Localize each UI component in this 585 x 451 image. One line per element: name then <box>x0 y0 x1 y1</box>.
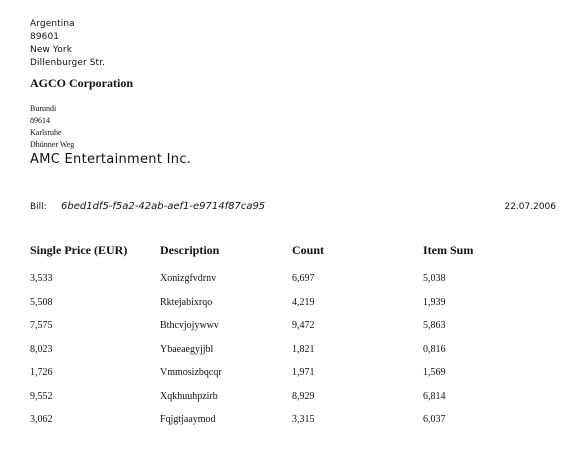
cell-item-sum: 0,816 <box>423 343 446 355</box>
cell-description: Fqjgtjaaymod <box>160 414 216 425</box>
bill-label: Bill: <box>30 202 47 212</box>
bill-id: 6bed1df5-f5a2-42ab-aef1-e9714f87ca95 <box>61 201 266 212</box>
cell-count: 8,929 <box>292 390 315 402</box>
cell-single-price: 3,533 <box>30 273 53 284</box>
recipient-street: Dhünner Weg <box>30 140 75 149</box>
recipient-zip: 89614 <box>30 116 50 125</box>
sender-street: Dillenburger Str. <box>30 58 106 68</box>
sender-city: New York <box>30 45 73 55</box>
cell-single-price: 1,726 <box>30 367 53 378</box>
cell-single-price: 7,575 <box>30 320 53 331</box>
header-description: Description <box>160 243 220 257</box>
header-single-price: Single Price (EUR) <box>30 243 128 257</box>
cell-item-sum: 5,038 <box>423 273 446 284</box>
cell-count: 1,971 <box>292 367 315 378</box>
sender-country: Argentina <box>30 19 75 29</box>
cell-item-sum: 1,939 <box>423 296 446 308</box>
cell-single-price: 8,023 <box>30 343 53 355</box>
cell-count: 3,315 <box>292 414 315 425</box>
recipient-country: Burundi <box>30 104 57 113</box>
cell-single-price: 3,062 <box>30 414 53 425</box>
cell-single-price: 5,508 <box>30 296 53 308</box>
cell-item-sum: 6,037 <box>423 414 446 425</box>
invoice-table: Single Price (EUR) Description Count Ite… <box>30 240 550 436</box>
sender-address: Argentina 89601 New York Dillenburger St… <box>30 18 105 70</box>
cell-item-sum: 5,863 <box>423 320 446 331</box>
recipient-address: Burundi 89614 Karlsruhe Dhünner Weg <box>30 103 74 151</box>
header-item-sum: Item Sum <box>423 243 474 257</box>
table-row: 9,552 Xqkhuuhpzirb 8,929 6,814 <box>30 389 550 413</box>
cell-single-price: 9,552 <box>30 390 53 402</box>
bill-info: Bill: 6bed1df5-f5a2-42ab-aef1-e9714f87ca… <box>30 200 556 214</box>
recipient-city: Karlsruhe <box>30 128 62 137</box>
table-row: 1,726 Vmmosizbqcqr 1,971 1,569 <box>30 365 550 389</box>
bill-date: 22.07.2006 <box>504 202 556 212</box>
cell-description: Bthcvjojywwv <box>160 320 219 331</box>
table-row: 8,023 Ybaeaegyjjbl 1,821 0,816 <box>30 342 550 366</box>
table-row: 3,533 Xonizgfvdrnv 6,697 5,038 <box>30 271 550 295</box>
cell-description: Rktejabixrqo <box>160 296 213 308</box>
cell-description: Xonizgfvdrnv <box>160 273 217 284</box>
header-count: Count <box>292 243 325 257</box>
sender-zip: 89601 <box>30 32 60 42</box>
cell-count: 1,821 <box>292 343 315 355</box>
cell-description: Xqkhuuhpzirb <box>160 390 218 402</box>
cell-count: 6,697 <box>292 273 315 284</box>
table-row: 7,575 Bthcvjojywwv 9,472 5,863 <box>30 318 550 342</box>
cell-count: 9,472 <box>292 320 315 331</box>
cell-description: Vmmosizbqcqr <box>160 367 222 378</box>
table-header: Single Price (EUR) Description Count Ite… <box>30 240 550 262</box>
cell-item-sum: 6,814 <box>423 390 446 402</box>
cell-description: Ybaeaegyjjbl <box>160 343 214 355</box>
recipient-company: AMC Entertainment Inc. <box>30 152 192 167</box>
cell-count: 4,219 <box>292 296 315 308</box>
table-row: 3,062 Fqjgtjaaymod 3,315 6,037 <box>30 412 550 436</box>
table-row: 5,508 Rktejabixrqo 4,219 1,939 <box>30 295 550 319</box>
sender-company: AGCO Corporation <box>30 76 133 90</box>
cell-item-sum: 1,569 <box>423 367 446 378</box>
